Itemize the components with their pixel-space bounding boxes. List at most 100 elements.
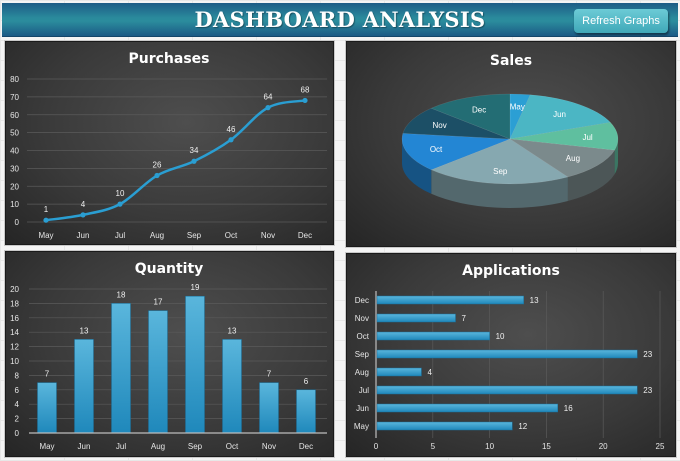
data-label: 34 (190, 146, 199, 155)
pie-slice[interactable] (509, 93, 531, 140)
data-label: 7 (462, 314, 467, 323)
applications-bar-chart: Applications 0 5 10 15 20 25 12 May 16 Jun 23 Jul 4 Au… (354, 263, 665, 451)
data-label: 7 (45, 370, 50, 379)
quantity-bar[interactable] (185, 295, 205, 434)
dashboard-header: DASHBOARD ANALYSIS Refresh Graphs (2, 3, 678, 37)
x-tick-label: 0 (374, 442, 379, 451)
pie-slice-label: Sep (493, 167, 508, 176)
x-tick-label: Dec (299, 442, 313, 451)
x-tick-label: Nov (261, 231, 275, 240)
x-tick-label: Jun (77, 231, 90, 240)
y-tick-label: 60 (10, 111, 19, 120)
y-tick-label: 6 (15, 386, 20, 395)
data-point-marker[interactable] (117, 201, 123, 207)
pie-slice-label: Jun (553, 110, 566, 119)
y-tick-label: 8 (15, 371, 20, 380)
applications-bar[interactable] (376, 385, 638, 395)
data-label: 6 (304, 377, 309, 386)
pie-slice-label: Aug (566, 154, 580, 163)
pie-slice-side (567, 150, 615, 201)
data-point-marker[interactable] (43, 217, 49, 223)
y-tick-label: Jun (356, 404, 369, 413)
x-tick-label: Sep (188, 442, 203, 451)
x-tick-label: Jul (116, 442, 126, 451)
pie-slice-label: May (510, 103, 525, 112)
data-label: 23 (643, 386, 652, 395)
y-tick-label: 0 (15, 429, 20, 438)
data-point-marker[interactable] (154, 172, 160, 179)
applications-bar[interactable] (376, 349, 638, 359)
x-tick-label: Dec (298, 231, 312, 240)
purchases-title: Purchases (128, 51, 209, 67)
pie-slice[interactable] (402, 107, 511, 140)
applications-bar[interactable] (376, 367, 422, 377)
pie-slice[interactable] (430, 93, 511, 140)
pie-slice[interactable] (509, 94, 611, 140)
dashboard-title: DASHBOARD ANALYSIS (194, 7, 486, 32)
y-tick-label: 50 (10, 129, 19, 138)
quantity-bar[interactable] (111, 303, 131, 434)
data-point-marker[interactable] (265, 105, 271, 111)
x-tick-label: Aug (150, 231, 164, 240)
y-tick-label: 4 (15, 400, 20, 409)
data-label: 16 (564, 404, 573, 413)
data-label: 17 (154, 298, 163, 307)
quantity-chart-panel[interactable]: Quantity 0 2 4 6 8 10 12 14 16 18 20 7 May 13 Jun 18 Jul 1… (4, 250, 335, 458)
data-point-marker[interactable] (302, 97, 308, 104)
data-point-marker[interactable] (191, 158, 197, 164)
pie-slice-label: Jul (582, 133, 592, 142)
x-tick-label: 25 (656, 442, 665, 451)
applications-bar[interactable] (376, 313, 456, 323)
y-tick-label: 14 (10, 328, 19, 337)
applications-bar[interactable] (376, 331, 490, 341)
data-label: 13 (228, 326, 237, 335)
purchases-line (45, 99, 306, 222)
y-tick-label: 16 (10, 314, 19, 323)
refresh-graphs-button[interactable]: Refresh Graphs (574, 9, 668, 33)
quantity-bar[interactable] (37, 382, 57, 434)
pie-slice[interactable] (430, 138, 569, 185)
x-tick-label: 15 (542, 442, 551, 451)
applications-bar[interactable] (376, 421, 513, 431)
pie-slice-label: Nov (433, 121, 447, 130)
sales-title: Sales (490, 53, 532, 69)
applications-chart-panel[interactable]: Applications 0 5 10 15 20 25 12 May 16 Jun 23 Jul 4 Au… (345, 252, 677, 458)
pie-slice[interactable] (509, 122, 619, 151)
data-label: 10 (116, 189, 125, 198)
data-label: 4 (81, 200, 86, 209)
purchases-chart-panel[interactable]: Purchases 0 10 20 30 40 50 60 70 80 1 May 4 Jun 10 Jul 2… (4, 40, 335, 246)
data-label: 13 (80, 326, 89, 335)
quantity-bar[interactable] (222, 339, 242, 434)
y-tick-label: 10 (10, 357, 19, 366)
data-point-marker[interactable] (228, 137, 234, 143)
applications-title: Applications (462, 263, 560, 279)
pie-slice[interactable] (401, 133, 511, 171)
y-tick-label: 20 (10, 285, 19, 294)
data-label: 23 (643, 350, 652, 359)
quantity-bar[interactable] (296, 389, 316, 434)
y-tick-label: Nov (355, 314, 369, 323)
y-tick-label: Dec (355, 296, 369, 305)
applications-bar[interactable] (376, 403, 559, 413)
y-tick-label: 2 (15, 415, 20, 424)
quantity-title: Quantity (135, 261, 204, 277)
data-point-marker[interactable] (80, 212, 86, 218)
x-tick-label: 5 (431, 442, 436, 451)
x-tick-label: 20 (599, 442, 608, 451)
y-tick-label: Sep (355, 350, 370, 359)
pie-slice-side (431, 169, 568, 208)
applications-bar[interactable] (376, 295, 524, 305)
pie-slice[interactable] (509, 138, 616, 178)
x-tick-label: 10 (485, 442, 494, 451)
x-tick-label: Nov (262, 442, 276, 451)
sales-pie-chart: Sales May Jun Jul Aug Sep Oct Nov Dec (401, 53, 619, 208)
quantity-bar[interactable] (148, 310, 168, 434)
y-tick-label: 70 (10, 93, 19, 102)
x-tick-label: Oct (226, 442, 239, 451)
data-label: 12 (518, 422, 527, 431)
quantity-bar[interactable] (74, 339, 94, 434)
quantity-bar-chart: Quantity 0 2 4 6 8 10 12 14 16 18 20 7 May 13 Jun 18 Jul 1… (10, 261, 327, 451)
sales-chart-panel[interactable]: Sales May Jun Jul Aug Sep Oct Nov Dec (345, 40, 677, 248)
quantity-bar[interactable] (259, 382, 279, 434)
y-tick-label: May (354, 422, 369, 431)
